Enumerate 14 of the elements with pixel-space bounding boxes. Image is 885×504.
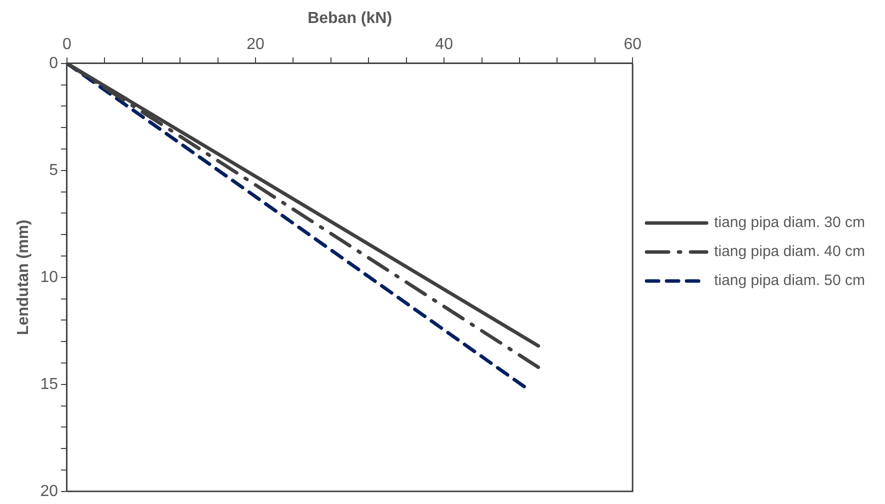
- y-tick-label: 5: [49, 162, 58, 179]
- y-tick-label: 0: [49, 54, 58, 72]
- y-axis-title: Lendutan (mm): [15, 220, 32, 336]
- x-tick-label: 40: [435, 36, 454, 54]
- y-tick-label: 10: [40, 268, 58, 286]
- legend-label: tiang pipa diam. 50 cm: [714, 272, 866, 290]
- x-tick-label: 60: [624, 36, 642, 54]
- x-axis-title: Beban (kN): [308, 10, 392, 28]
- y-tick-label: 20: [40, 482, 58, 500]
- legend-label: tiang pipa diam. 40 cm: [714, 243, 866, 260]
- y-tick-label: 15: [40, 376, 58, 393]
- legend-label: tiang pipa diam. 30 cm: [714, 214, 866, 232]
- x-tick-label: 0: [62, 36, 72, 54]
- x-tick-label: 20: [246, 36, 265, 54]
